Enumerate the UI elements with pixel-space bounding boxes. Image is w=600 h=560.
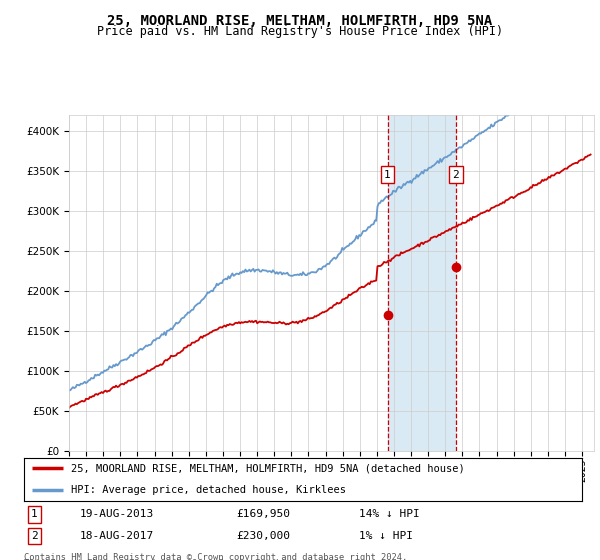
Text: £169,950: £169,950 <box>236 510 290 520</box>
Text: 1% ↓ HPI: 1% ↓ HPI <box>359 531 413 542</box>
Text: 25, MOORLAND RISE, MELTHAM, HOLMFIRTH, HD9 5NA: 25, MOORLAND RISE, MELTHAM, HOLMFIRTH, H… <box>107 14 493 28</box>
Text: £230,000: £230,000 <box>236 531 290 542</box>
Text: 1: 1 <box>31 510 37 520</box>
Text: 2: 2 <box>452 170 459 180</box>
Text: Price paid vs. HM Land Registry's House Price Index (HPI): Price paid vs. HM Land Registry's House … <box>97 25 503 38</box>
Text: 18-AUG-2017: 18-AUG-2017 <box>80 531 154 542</box>
Text: Contains HM Land Registry data © Crown copyright and database right 2024.: Contains HM Land Registry data © Crown c… <box>24 553 407 560</box>
Text: This data is licensed under the Open Government Licence v3.0.: This data is licensed under the Open Gov… <box>24 559 344 560</box>
Text: 2: 2 <box>31 531 37 542</box>
Text: 14% ↓ HPI: 14% ↓ HPI <box>359 510 419 520</box>
Text: 25, MOORLAND RISE, MELTHAM, HOLMFIRTH, HD9 5NA (detached house): 25, MOORLAND RISE, MELTHAM, HOLMFIRTH, H… <box>71 464 465 473</box>
Text: 1: 1 <box>384 170 391 180</box>
Text: HPI: Average price, detached house, Kirklees: HPI: Average price, detached house, Kirk… <box>71 486 346 495</box>
Text: 19-AUG-2013: 19-AUG-2013 <box>80 510 154 520</box>
